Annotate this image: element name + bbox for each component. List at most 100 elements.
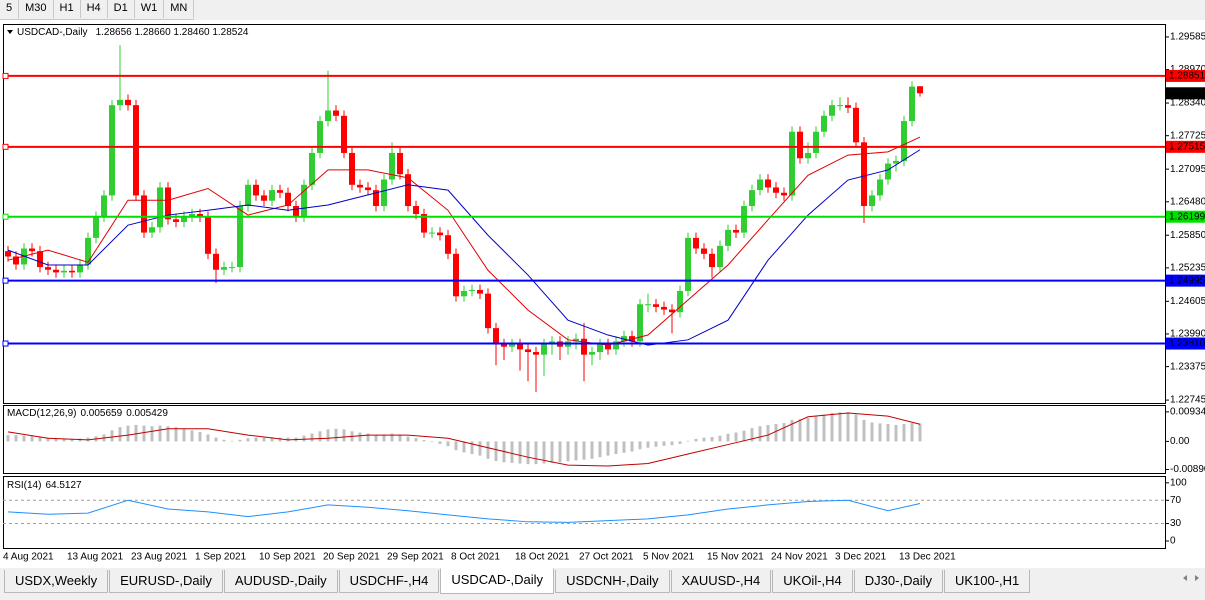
macd-bar <box>54 438 58 442</box>
candle-body <box>181 216 187 222</box>
level-tag <box>1166 337 1205 350</box>
macd-bar <box>446 441 450 447</box>
candle-body <box>677 290 683 313</box>
macd-bar <box>750 428 754 442</box>
macd-bar <box>558 441 562 463</box>
chart-tab[interactable]: UK100-,H1 <box>943 570 1031 593</box>
y-tick-label: 70 <box>1170 495 1182 506</box>
macd-bar <box>22 435 26 442</box>
chart-tab[interactable]: DJ30-,Daily <box>853 570 943 593</box>
macd-bar <box>638 441 642 450</box>
macd-bar <box>894 424 898 442</box>
candle-body <box>173 219 179 222</box>
candle-body <box>517 344 523 350</box>
y-tick-label: 1.23375 <box>1170 361 1205 372</box>
chart-tab[interactable]: USDCHF-,H4 <box>338 570 440 593</box>
rsi-value: 64.5127 <box>45 480 82 491</box>
level-tag <box>1166 274 1205 287</box>
macd-bar <box>302 435 306 442</box>
candle-body <box>709 253 715 268</box>
chart-tab[interactable]: AUDUSD-,Daily <box>223 570 338 593</box>
candle-body <box>357 184 363 188</box>
chart-tab[interactable]: USDX,Weekly <box>4 570 109 593</box>
chart-tab[interactable]: USDCAD-,Daily <box>440 568 555 594</box>
macd-bar <box>798 419 802 442</box>
macd-bar <box>6 435 10 442</box>
timeframe-button[interactable]: 5 <box>0 0 20 18</box>
x-tick-label: 13 Dec 2021 <box>899 552 956 563</box>
chart-tab[interactable]: XAUUSD-,H4 <box>670 570 772 593</box>
candle-body <box>717 245 723 268</box>
candle-body <box>301 184 307 217</box>
level-handle <box>2 143 9 150</box>
candle-body <box>325 110 331 122</box>
scroll-right[interactable] <box>1195 575 1199 581</box>
candle-body <box>69 270 75 273</box>
y-tick-label: 0.00 <box>1170 436 1190 447</box>
indicator-line <box>7 136 921 346</box>
candle-body <box>101 195 107 217</box>
candle-body <box>893 160 899 164</box>
macd-bar <box>358 432 362 442</box>
y-tick-label: 100 <box>1170 477 1187 488</box>
macd-bar <box>766 424 770 442</box>
timeframe-button[interactable]: H1 <box>54 0 81 18</box>
candle-body <box>605 344 611 350</box>
macd-bar <box>38 436 42 442</box>
candle-body <box>861 142 867 207</box>
x-tick-label: 29 Sep 2021 <box>387 552 444 563</box>
timeframe-button[interactable]: D1 <box>108 0 135 18</box>
macd-bar <box>278 437 282 442</box>
timeframe-button[interactable]: H4 <box>81 0 108 18</box>
chart-tab[interactable]: USDCNH-,Daily <box>555 570 670 593</box>
macd-bar <box>862 419 866 442</box>
candle-body <box>821 115 827 132</box>
macd-bar <box>486 441 490 459</box>
candle-body <box>829 105 835 116</box>
scroll-left[interactable] <box>1183 575 1187 581</box>
chart-tab[interactable]: EURUSD-,Daily <box>109 570 223 593</box>
candle-body <box>245 184 251 207</box>
candle-body <box>653 304 659 307</box>
macd-bar <box>886 424 890 442</box>
macd-panel-frame <box>3 405 1166 474</box>
macd-bar <box>366 433 370 442</box>
candle-body <box>29 248 35 252</box>
macd-bar <box>414 438 418 442</box>
candle-body <box>373 190 379 207</box>
level-tag <box>1166 210 1205 223</box>
macd-bar <box>62 438 66 442</box>
level-label: 1.24995 <box>1169 275 1205 286</box>
timeframe-toolbar: 5 M30 H1 H4 D1 W1 MN <box>0 0 195 20</box>
candle-body <box>597 344 603 353</box>
x-tick-label: 3 Dec 2021 <box>835 552 887 563</box>
candle-body <box>333 110 339 116</box>
candle-body <box>429 232 435 234</box>
macd-bar <box>118 427 122 442</box>
candle-body <box>189 214 195 217</box>
macd-bar <box>630 441 634 452</box>
macd-bar <box>814 416 818 442</box>
macd-bar <box>574 441 578 461</box>
macd-bar <box>654 441 658 447</box>
timeframe-button[interactable]: W1 <box>135 0 165 18</box>
timeframe-button[interactable]: M30 <box>19 0 54 18</box>
macd-bar <box>150 426 154 442</box>
x-tick-label: 15 Nov 2021 <box>707 552 764 563</box>
timeframe-button[interactable]: MN <box>164 0 195 18</box>
candle-body <box>93 216 99 238</box>
rsi-panel-frame <box>3 476 1166 549</box>
rsi-line <box>7 499 921 523</box>
indicator-title: MACD(12,26,9) <box>7 408 76 419</box>
macd-bar <box>310 433 314 442</box>
chart-tabs: USDX,Weekly EURUSD-,Daily AUDUSD-,Daily USD… <box>4 568 1031 594</box>
macd-bar <box>838 412 842 442</box>
y-tick-label: 1.24605 <box>1170 296 1205 307</box>
candle-body <box>533 352 539 355</box>
candle-body <box>229 267 235 269</box>
macd-bar <box>918 423 922 442</box>
chart-tab[interactable]: UKOil-,H4 <box>772 570 853 593</box>
macd-bar <box>662 441 666 446</box>
macd-bar <box>334 428 338 442</box>
